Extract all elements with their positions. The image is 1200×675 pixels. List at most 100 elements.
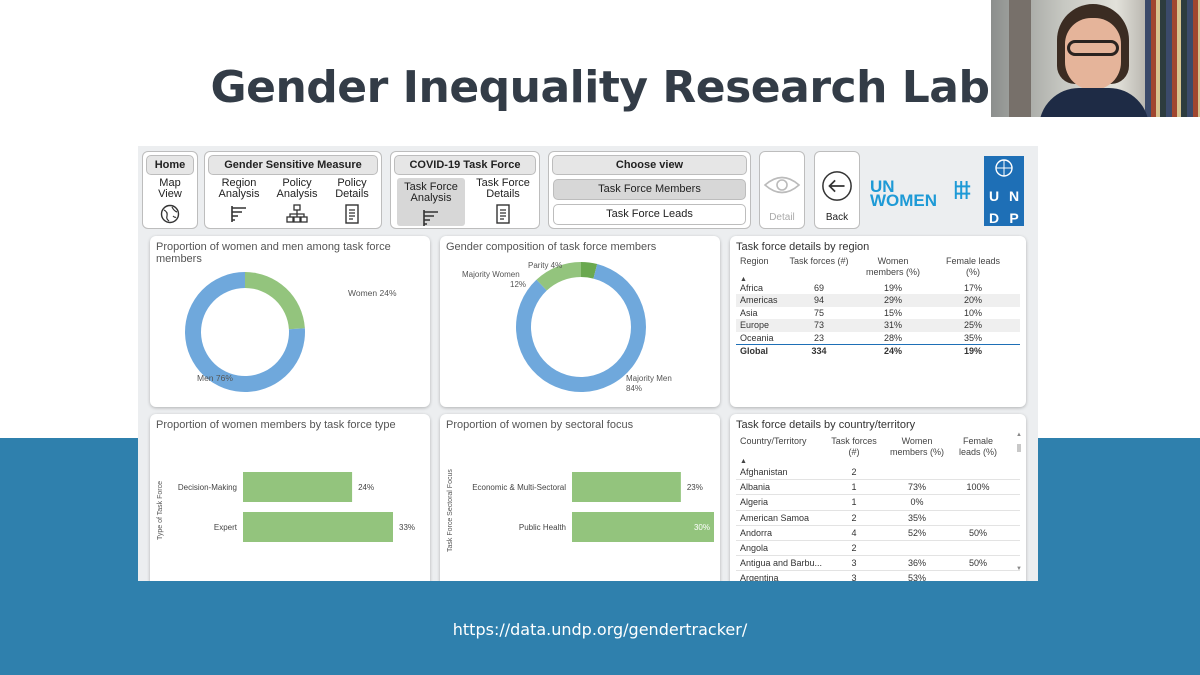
- webcam-video: [991, 0, 1200, 117]
- nav-policy-analysis-label: Policy Analysis: [276, 177, 318, 200]
- b2-bar-1[interactable]: [572, 512, 714, 542]
- country-table-cell: 3: [851, 558, 857, 569]
- b2-value-label-0: 23%: [687, 483, 703, 492]
- bookshelf: [1145, 0, 1200, 117]
- view-task-force-leads-button[interactable]: Task Force Leads: [553, 204, 746, 225]
- nav-group-covid: COVID-19 Task Force Task Force Analysis …: [390, 151, 540, 229]
- region-table-cell: 31%: [883, 320, 902, 331]
- region-table-title: Task force details by region: [736, 241, 870, 253]
- scroll-down-icon[interactable]: ▼: [1016, 566, 1022, 572]
- region-col-header[interactable]: Region: [740, 256, 769, 266]
- region-table-row[interactable]: Europe 73 31% 25%: [736, 319, 1020, 332]
- b1-bar-0[interactable]: [243, 472, 353, 502]
- b2-value-label-1: 30%: [694, 523, 710, 532]
- nav-task-force-analysis-label: Task Force Analysis: [404, 181, 458, 204]
- region-table-cell: 334: [811, 345, 827, 356]
- region-table-cell: 23: [813, 332, 824, 343]
- dashboard-toolbar: Home Map View Gender Sensitive Measure R…: [138, 146, 1038, 232]
- country-table-body: Afghanistan 2 Albania 1 73% 100% Algeria 1 0% Ame…: [736, 465, 1020, 581]
- bar2-chart: Task Force Sectoral Focus Economic & Mul…: [447, 469, 714, 552]
- detail-label: Detail: [769, 212, 795, 223]
- region-table: Region Task forces (#) Women members (%)…: [736, 252, 1020, 356]
- region-table-cell: 75: [813, 307, 824, 318]
- nav-task-force-details-label: Task Force Details: [476, 177, 530, 200]
- country-table-row[interactable]: Algeria 1 0%: [736, 495, 1020, 511]
- undp-letter-d: D: [988, 210, 1000, 226]
- country-table-cell: 2: [851, 512, 857, 523]
- nav-home-header[interactable]: Home: [146, 155, 194, 175]
- donut2-label-majority-men: Majority Men: [626, 374, 672, 383]
- bar1-title: Proportion of women members by task forc…: [156, 419, 396, 431]
- country-sort-up-icon[interactable]: ▲: [740, 458, 747, 465]
- country-table-row[interactable]: Albania 1 73% 100%: [736, 480, 1020, 496]
- country-female-leads-col-header[interactable]: Female leads (%): [958, 436, 997, 457]
- bar1-chart: Type of Task Force Decision-Making 24% Exp…: [157, 472, 415, 542]
- region-table-cell: 69: [813, 283, 824, 293]
- back-button[interactable]: Back: [814, 151, 860, 229]
- b1-bar-1[interactable]: [243, 512, 393, 542]
- country-table-row[interactable]: Andorra 4 52% 50%: [736, 526, 1020, 541]
- scrollbar-thumb[interactable]: [1017, 444, 1021, 452]
- region-table-row[interactable]: Global 334 24% 19%: [736, 343, 1020, 356]
- donut1-label-women: Women 24%: [348, 288, 397, 298]
- region-table-cell: 19%: [963, 345, 982, 356]
- nav-map-view[interactable]: Map View: [146, 178, 194, 224]
- region-table-row[interactable]: Americas 94 29% 20%: [736, 294, 1020, 307]
- country-table-row[interactable]: Afghanistan 2: [736, 465, 1020, 481]
- d2-slice-0[interactable]: [581, 262, 598, 279]
- b1-category-label-1: Expert: [214, 523, 238, 532]
- donut2-label-majority-women: Majority Women: [462, 270, 520, 279]
- region-table-cell: Americas: [740, 295, 778, 306]
- country-table-scrollbar[interactable]: ▲ ▼: [1016, 432, 1022, 574]
- country-table-cell: Antigua and Barbu...: [740, 558, 823, 569]
- region-table-cell: 10%: [963, 307, 982, 318]
- region-table-cell: Asia: [740, 307, 758, 318]
- d2-slice-1[interactable]: [516, 264, 646, 392]
- detail-button[interactable]: Detail: [759, 151, 805, 229]
- sort-up-icon[interactable]: ▲: [740, 276, 747, 283]
- nav-policy-details[interactable]: Policy Details: [325, 178, 379, 224]
- country-col-header[interactable]: Country/Territory: [740, 436, 807, 446]
- region-table-card: Task force details by region Region Task…: [730, 236, 1026, 407]
- female-leads-col-header[interactable]: Female leads (%): [945, 256, 1001, 277]
- country-table-row[interactable]: American Samoa 2 35%: [736, 511, 1020, 526]
- country-task-forces-col-header[interactable]: Task forces (#): [831, 436, 877, 457]
- b1-category-label-0: Decision-Making: [178, 483, 237, 492]
- region-table-cell: 15%: [883, 307, 902, 318]
- donut2-label-parity: Parity 4%: [528, 261, 562, 270]
- country-table-cell: Afghanistan: [740, 467, 788, 477]
- region-table-cell: Africa: [740, 283, 764, 293]
- b2-bar-0[interactable]: [572, 472, 681, 502]
- nav-policy-analysis[interactable]: Policy Analysis: [269, 178, 325, 224]
- country-table-cell: 1: [851, 497, 857, 508]
- bar2-title: Proportion of women by sectoral focus: [446, 419, 634, 431]
- donut2-label-majority-women-text: Majority Women: [462, 270, 520, 279]
- hierarchy-icon: [286, 204, 308, 223]
- partner-logos: UN WOMEN U N D P: [868, 154, 1028, 226]
- region-table-row[interactable]: Oceania 23 28% 35%: [736, 332, 1020, 344]
- country-table-cell: 53%: [907, 573, 926, 581]
- women-members-col-header[interactable]: Women members (%): [865, 256, 920, 277]
- task-forces-col-header[interactable]: Task forces (#): [789, 256, 849, 266]
- country-table-row[interactable]: Antigua and Barbu... 3 36% 50%: [736, 556, 1020, 572]
- dashboard-screenshot: Home Map View Gender Sensitive Measure R…: [138, 146, 1038, 581]
- donut2-title: Gender composition of task force members: [446, 241, 657, 253]
- region-table-row[interactable]: Africa 69 19% 17%: [736, 282, 1020, 294]
- scroll-up-icon[interactable]: ▲: [1016, 432, 1022, 438]
- country-table-row[interactable]: Argentina 3 53%: [736, 571, 1020, 581]
- country-table-row[interactable]: Angola 2: [736, 541, 1020, 557]
- d2-slice-2[interactable]: [536, 262, 581, 291]
- bar-chart-icon: [231, 206, 246, 222]
- donut2-label-majority-women-pct: 12%: [510, 280, 526, 289]
- region-table-row[interactable]: Asia 75 15% 10%: [736, 307, 1020, 319]
- country-table-cell: 52%: [907, 527, 926, 538]
- country-women-members-col-header[interactable]: Women members (%): [890, 436, 945, 457]
- d1-slice-0[interactable]: [245, 272, 305, 330]
- nav-task-force-details[interactable]: Task Force Details: [469, 178, 537, 224]
- bar2-axis-label: Task Force Sectoral Focus: [447, 469, 454, 552]
- donut1-chart: Women 24% Men 76%: [185, 272, 397, 392]
- nav-region-analysis[interactable]: Region Analysis: [211, 178, 267, 224]
- view-task-force-members-button[interactable]: Task Force Members: [553, 179, 746, 200]
- nav-task-force-analysis[interactable]: Task Force Analysis: [397, 178, 465, 226]
- document-icon: [496, 204, 510, 224]
